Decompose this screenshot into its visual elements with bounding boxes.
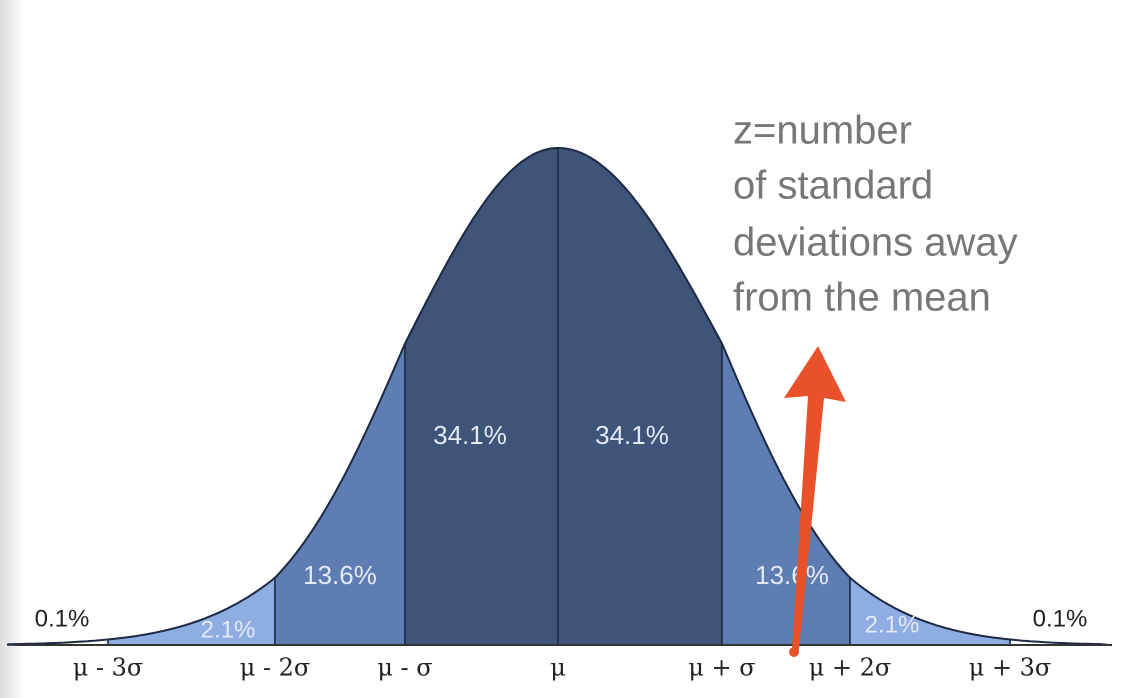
annotation-line: deviations away: [733, 221, 1018, 265]
bell-curve: [7, 146, 1107, 646]
annotation-line: z=number: [733, 109, 912, 153]
edge-shade: [0, 0, 24, 698]
tail-label: 0.1%: [1033, 605, 1088, 632]
axis-labels: μ - 3σ μ - 2σ μ - σ μ μ + σ μ + 2σ μ + 3σ: [73, 654, 1052, 682]
region-label: 13.6%: [755, 560, 829, 590]
axis-label: μ - 3σ: [73, 654, 144, 682]
region-area: [404, 147, 559, 646]
annotation-line: of standard: [733, 164, 933, 208]
region-label: 34.1%: [595, 420, 669, 450]
axis-label: μ + 2σ: [809, 654, 892, 682]
region-label: 2.1%: [201, 616, 256, 643]
arrow-dot: [789, 647, 799, 657]
curve-outline: [7, 146, 1103, 646]
annotation-line: from the mean: [733, 276, 991, 320]
arrow: [784, 346, 846, 650]
region-label: 13.6%: [303, 560, 377, 590]
region-label: 34.1%: [433, 420, 507, 450]
tail-label: 0.1%: [35, 605, 90, 632]
axis-label: μ: [550, 654, 566, 682]
axis-label: μ - 2σ: [240, 654, 311, 682]
region-label: 2.1%: [865, 611, 920, 638]
axis-label: μ + 3σ: [969, 654, 1052, 682]
axis-label: μ + σ: [688, 654, 755, 682]
axis-label: μ - σ: [377, 654, 432, 682]
region-area: [557, 147, 723, 646]
